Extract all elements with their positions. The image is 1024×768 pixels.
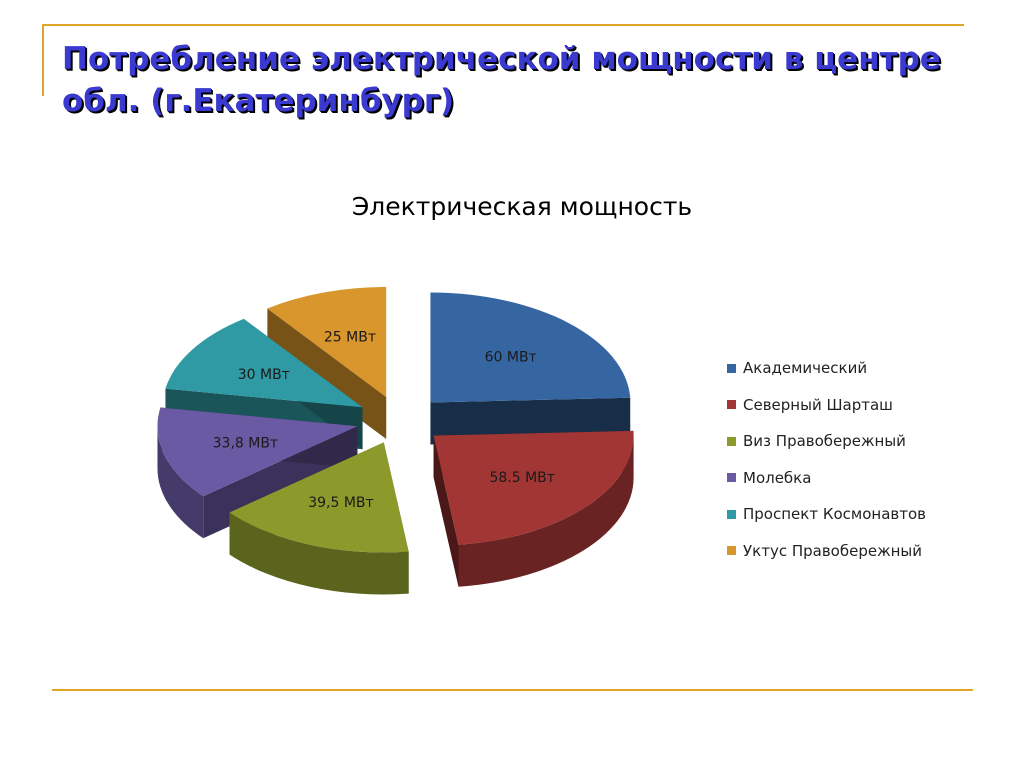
data-label-viz-pravoberezhny: 39,5 МВт bbox=[308, 495, 373, 511]
legend-item-akademicheskiy: Академический bbox=[727, 350, 926, 387]
pie-slice-top bbox=[267, 287, 387, 398]
slide-title: Потребление электрической мощности в цен… bbox=[62, 41, 941, 119]
pie-slice-top bbox=[165, 318, 363, 408]
left-rule bbox=[42, 24, 44, 96]
legend-label: Виз Правобережный bbox=[743, 432, 906, 451]
chart-legend: Академический Северный Шарташ Виз Правобер… bbox=[727, 350, 926, 569]
pie-slice-akademicheskiy bbox=[430, 292, 631, 445]
pie-slice-top bbox=[157, 407, 358, 497]
legend-swatch bbox=[727, 436, 736, 446]
legend-item-severny-shartash: Северный Шарташ bbox=[727, 387, 926, 424]
top-rule bbox=[42, 24, 964, 26]
pie-slice-side bbox=[229, 512, 409, 595]
pie-slice-severny-shartash bbox=[433, 430, 634, 587]
legend-item-prospekt-kosmonavtov: Проспект Космонавтов bbox=[727, 496, 926, 533]
data-label-uktus-pravoberezhny: 25 МВт bbox=[324, 329, 376, 345]
legend-swatch bbox=[727, 363, 736, 373]
pie-slice-viz-pravoberezhny bbox=[229, 442, 409, 595]
legend-item-viz-pravoberezhny: Виз Правобережный bbox=[727, 423, 926, 460]
legend-swatch bbox=[727, 509, 736, 519]
legend-swatch bbox=[727, 473, 736, 483]
pie-slice-top bbox=[430, 292, 631, 403]
data-label-akademicheskiy: 60 МВт bbox=[485, 349, 537, 365]
legend-item-molebka: Молебка bbox=[727, 460, 926, 497]
bottom-rule bbox=[52, 689, 973, 691]
pie-slice-top bbox=[433, 430, 634, 545]
pie-slice-side bbox=[458, 435, 634, 587]
legend-label: Уктус Правобережный bbox=[743, 541, 922, 560]
data-label-molebka: 33,8 МВт bbox=[213, 436, 278, 452]
legend-item-uktus-pravoberezhny: Уктус Правобережный bbox=[727, 533, 926, 570]
pie-slice-side bbox=[157, 426, 204, 539]
data-label-prospekt-kosmonavtov: 30 МВт bbox=[238, 367, 290, 383]
data-label-severny-shartash: 58.5 МВт bbox=[489, 470, 554, 486]
chart-title: Электрическая мощность bbox=[351, 192, 693, 221]
pie-slice-wall bbox=[433, 435, 459, 587]
legend-label: Северный Шарташ bbox=[743, 395, 893, 414]
legend-swatch bbox=[727, 546, 736, 556]
pie-slice-top bbox=[229, 442, 409, 553]
legend-swatch bbox=[727, 400, 736, 410]
legend-label: Академический bbox=[743, 359, 868, 378]
legend-label: Проспект Космонавтов bbox=[743, 505, 926, 524]
legend-label: Молебка bbox=[743, 468, 812, 487]
